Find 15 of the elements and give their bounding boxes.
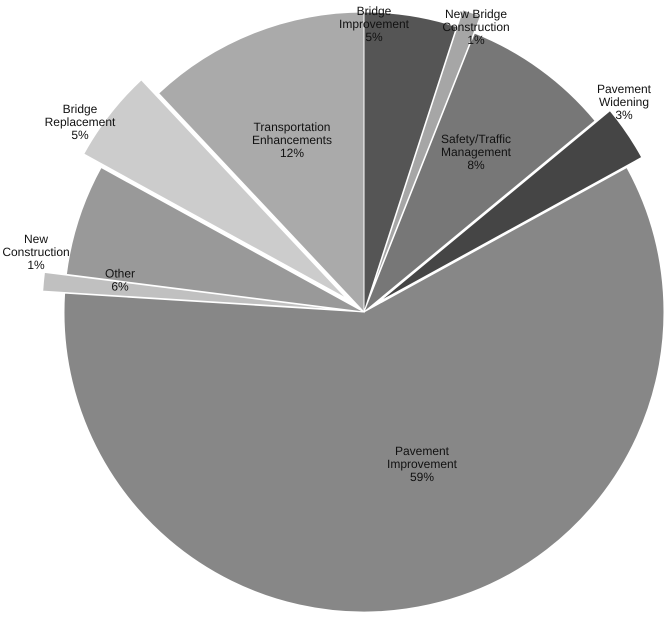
data-label: 6% [111, 280, 129, 294]
slice-label: New Construction [2, 232, 70, 260]
data-label: 1% [27, 258, 45, 272]
slice-label: Pavement Improvement [386, 444, 458, 472]
slice-label: Other [104, 266, 136, 281]
data-label: 59% [410, 470, 434, 484]
data-label: 5% [71, 128, 89, 142]
slice-label: Bridge Replacement [44, 102, 116, 130]
data-label: 12% [280, 146, 304, 160]
slice-label: Pavement Widening [596, 82, 652, 110]
data-label: 3% [615, 108, 633, 122]
data-label: 8% [467, 158, 485, 172]
slice-label: Transportation Enhancements [252, 120, 332, 148]
data-label: 5% [365, 30, 383, 44]
slice-label: Safety/Traffic Management [440, 132, 512, 160]
